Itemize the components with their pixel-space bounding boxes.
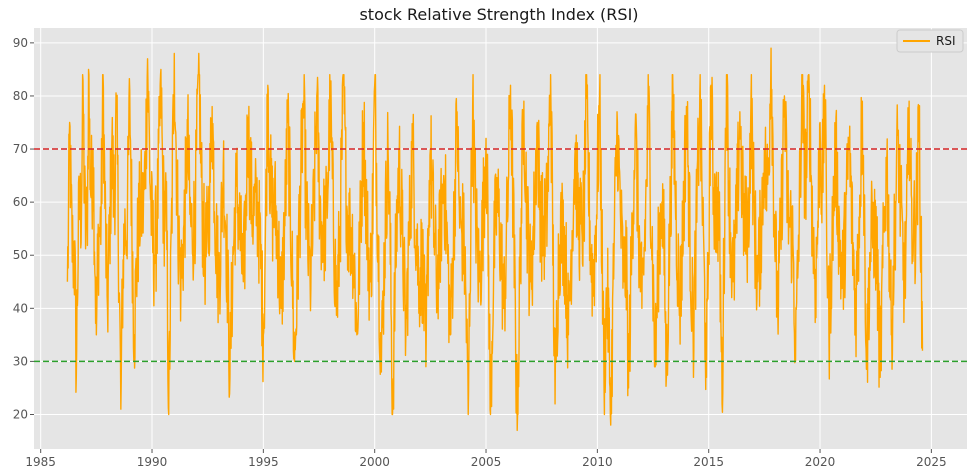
y-tick-label: 90: [13, 36, 28, 50]
x-axis: 1985 1990 1995 2000 2005 2010 2015 2020 2025: [25, 449, 947, 469]
reference-lines: [34, 148, 967, 363]
x-tick-label: 1985: [25, 455, 56, 469]
y-tick-label: 60: [13, 195, 28, 209]
y-tick-label: 80: [13, 89, 28, 103]
legend: RSI: [896, 29, 964, 53]
x-tick-label: 1990: [137, 455, 168, 469]
series-layer: [66, 47, 924, 432]
x-tick-label: 2000: [359, 455, 390, 469]
y-tick-label: 20: [13, 407, 28, 421]
y-tick-label: 30: [13, 354, 28, 368]
rsi-series-line: [66, 47, 924, 432]
x-tick-label: 2015: [693, 455, 724, 469]
x-tick-label: 2025: [916, 455, 947, 469]
y-axis: 20 30 40 50 60 70 80 90: [13, 36, 34, 421]
x-tick-label: 2020: [805, 455, 836, 469]
y-tick-label: 40: [13, 301, 28, 315]
y-tick-label: 70: [13, 142, 28, 156]
x-tick-label: 2010: [582, 455, 613, 469]
x-tick-label: 1995: [248, 455, 279, 469]
legend-label-rsi: RSI: [936, 34, 956, 48]
chart-title: stock Relative Strength Index (RSI): [359, 5, 638, 24]
y-tick-label: 50: [13, 248, 28, 262]
x-tick-label: 2005: [471, 455, 502, 469]
